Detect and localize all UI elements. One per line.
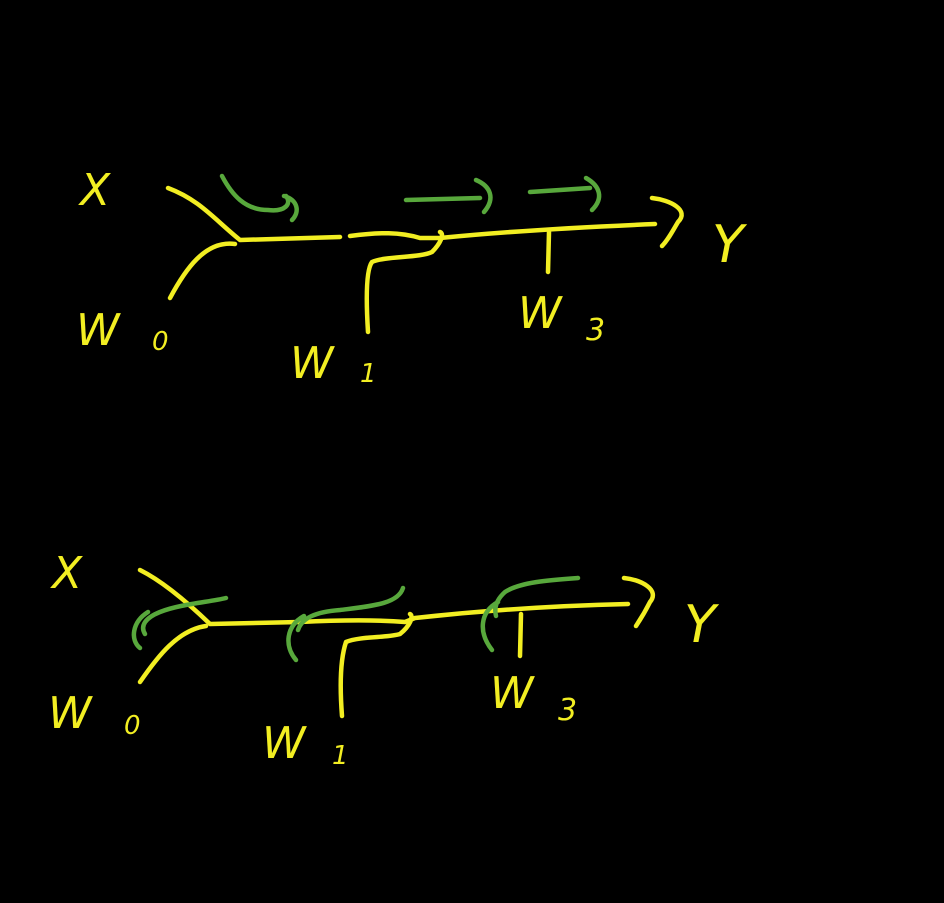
weight-subscript-3: 3 xyxy=(558,693,577,728)
weight-label-w3: W xyxy=(490,668,535,719)
output-arrow-head xyxy=(649,195,684,249)
weight-label-w0: W xyxy=(76,305,121,356)
w1-branch-line xyxy=(338,611,414,719)
weight-label-w1: W xyxy=(262,718,307,769)
weight-subscript-1: 1 xyxy=(360,359,377,389)
weight-label-w0: W xyxy=(48,688,93,739)
forward-gradient-arrow-1 xyxy=(219,173,299,223)
weight-label-w1: W xyxy=(290,338,335,389)
forward-pass-diagram: X Y W 0 W 1 W 3 xyxy=(76,165,748,389)
weight-subscript-3: 3 xyxy=(586,313,605,348)
backward-gradient-arrow-2 xyxy=(286,585,406,663)
backward-pass-diagram: X Y W 0 W 1 W 3 xyxy=(48,548,720,771)
weight-label-w3: W xyxy=(518,288,563,339)
w3-branch-line xyxy=(517,611,524,659)
w0-branch-line xyxy=(167,241,238,301)
w1-branch-line xyxy=(364,229,445,335)
main-signal-line xyxy=(137,567,631,627)
w0-branch-line xyxy=(137,623,209,685)
input-label-x: X xyxy=(50,548,83,599)
forward-gradient-arrow-2 xyxy=(403,177,493,215)
weight-subscript-1: 1 xyxy=(332,741,349,771)
forward-gradient-arrow-3 xyxy=(527,175,602,213)
weight-subscript-0: 0 xyxy=(152,327,169,357)
output-arrow-head xyxy=(621,575,655,629)
input-label-x: X xyxy=(78,165,111,216)
main-signal-line xyxy=(165,185,658,243)
w3-branch-line xyxy=(545,229,552,275)
backward-gradient-arrow-3 xyxy=(480,575,581,653)
backward-gradient-arrow-1 xyxy=(131,595,229,651)
output-label-y: Y xyxy=(712,215,748,275)
output-label-y: Y xyxy=(684,595,720,655)
weight-subscript-0: 0 xyxy=(124,711,141,741)
